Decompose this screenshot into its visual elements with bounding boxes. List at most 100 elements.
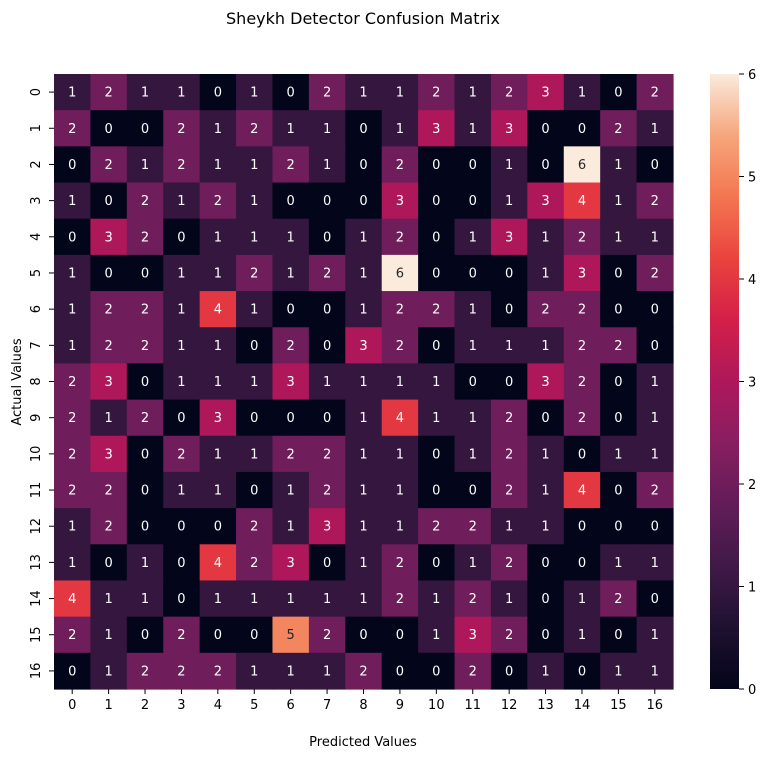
heatmap-cell <box>163 544 201 582</box>
heatmap-cell <box>600 110 638 147</box>
cell-value-label: 1 <box>614 194 622 209</box>
colorbar-tick-label: 1 <box>748 581 756 596</box>
cell-value-label: 0 <box>177 411 185 426</box>
heatmap-cell <box>308 146 346 184</box>
cell-value-label: 1 <box>214 230 222 245</box>
cell-value-label: 0 <box>287 194 295 209</box>
heatmap-cell <box>90 327 128 365</box>
cell-value-label: 2 <box>323 266 331 281</box>
cell-value-label: 2 <box>104 484 112 499</box>
cell-value-label: 1 <box>432 411 440 426</box>
cell-value-label: 0 <box>323 556 331 571</box>
cell-value-label: 0 <box>359 122 367 137</box>
cell-value-label: 2 <box>469 592 477 607</box>
cell-value-label: 1 <box>541 447 549 462</box>
cell-value-label: 2 <box>396 158 404 173</box>
x-tick-label: 6 <box>287 698 295 713</box>
heatmap-cell <box>54 399 92 437</box>
x-axis-ticks: 0 1 2 3 4 5 6 7 8 9 10 11 12 13 14 15 16 <box>68 689 663 713</box>
cell-value-label: 1 <box>396 122 404 137</box>
heatmap-cell <box>636 218 674 256</box>
cell-value-label: 1 <box>250 592 258 607</box>
cell-value-label: 0 <box>578 556 586 571</box>
heatmap-cell <box>345 580 383 618</box>
cell-value-label: 0 <box>250 411 258 426</box>
heatmap-cell <box>527 74 565 111</box>
cell-value-label: 0 <box>432 266 440 281</box>
cell-value-label: 2 <box>68 375 76 390</box>
cell-value-label: 1 <box>177 194 185 209</box>
cell-value-label: 3 <box>359 339 367 354</box>
cell-value-label: 2 <box>505 556 513 571</box>
cell-value-label: 1 <box>614 556 622 571</box>
heatmap-cell <box>563 327 601 365</box>
cell-value-label: 1 <box>214 339 222 354</box>
heatmap-cell <box>272 435 310 473</box>
cell-value-label: 6 <box>396 266 404 281</box>
heatmap-cell <box>527 182 565 220</box>
cell-value-label: 1 <box>651 230 659 245</box>
heatmap-cell <box>454 218 492 256</box>
heatmap-cell <box>272 580 310 618</box>
cell-value-label: 0 <box>432 447 440 462</box>
heatmap-cell <box>636 74 674 111</box>
cell-value-label: 3 <box>432 122 440 137</box>
cell-value-label: 0 <box>505 664 513 679</box>
heatmap-cell <box>563 182 601 220</box>
cell-value-label: 1 <box>104 628 112 643</box>
cell-value-label: 2 <box>250 122 258 137</box>
heatmap-cell <box>236 146 274 184</box>
heatmap-cell <box>345 110 383 147</box>
heatmap-cell <box>636 471 674 509</box>
heatmap-cell <box>126 146 164 184</box>
colorbar-gradient <box>710 74 739 689</box>
cell-value-label: 0 <box>432 194 440 209</box>
heatmap-cell <box>563 471 601 509</box>
cell-value-label: 0 <box>651 520 659 535</box>
cell-value-label: 2 <box>104 520 112 535</box>
x-tick-label: 5 <box>250 698 258 713</box>
heatmap-cell <box>418 146 456 184</box>
cell-value-label: 1 <box>359 230 367 245</box>
heatmap-cell <box>308 435 346 473</box>
cell-value-label: 1 <box>323 158 331 173</box>
cell-value-label: 1 <box>287 230 295 245</box>
heatmap-cell <box>163 254 201 292</box>
cell-value-label: 1 <box>214 447 222 462</box>
cell-value-label: 0 <box>432 664 440 679</box>
cell-value-label: 1 <box>396 520 404 535</box>
heatmap-cell <box>490 146 528 184</box>
cell-value-label: 0 <box>505 303 513 318</box>
cell-value-label: 0 <box>250 339 258 354</box>
colorbar-tick-label: 2 <box>748 478 756 493</box>
heatmap-cell <box>163 218 201 256</box>
heatmap-cell <box>54 182 92 220</box>
heatmap-cell <box>527 363 565 401</box>
heatmap-cell <box>490 182 528 220</box>
cell-value-label: 1 <box>651 375 659 390</box>
cell-value-label: 1 <box>177 484 185 499</box>
heatmap-cell <box>163 471 201 509</box>
heatmap-cell <box>527 652 565 690</box>
heatmap-cell <box>199 399 237 437</box>
heatmap-cell <box>54 544 92 582</box>
heatmap-cell <box>636 182 674 220</box>
heatmap-cell <box>54 110 92 147</box>
cell-value-label: 0 <box>359 194 367 209</box>
heatmap-cell <box>236 218 274 256</box>
heatmap-cell <box>90 399 128 437</box>
heatmap-cell <box>381 146 419 184</box>
heatmap-cell <box>563 616 601 654</box>
heatmap-cell <box>563 399 601 437</box>
x-tick-label: 11 <box>464 698 481 713</box>
cell-value-label: 1 <box>505 158 513 173</box>
cell-value-label: 0 <box>214 86 222 101</box>
cell-value-label: 0 <box>651 592 659 607</box>
cell-value-label: 0 <box>505 266 513 281</box>
cell-value-label: 1 <box>287 664 295 679</box>
cell-value-label: 2 <box>505 484 513 499</box>
heatmap-cell <box>345 616 383 654</box>
cell-value-label: 2 <box>141 230 149 245</box>
cell-value-label: 2 <box>396 303 404 318</box>
heatmap-cell <box>527 254 565 292</box>
